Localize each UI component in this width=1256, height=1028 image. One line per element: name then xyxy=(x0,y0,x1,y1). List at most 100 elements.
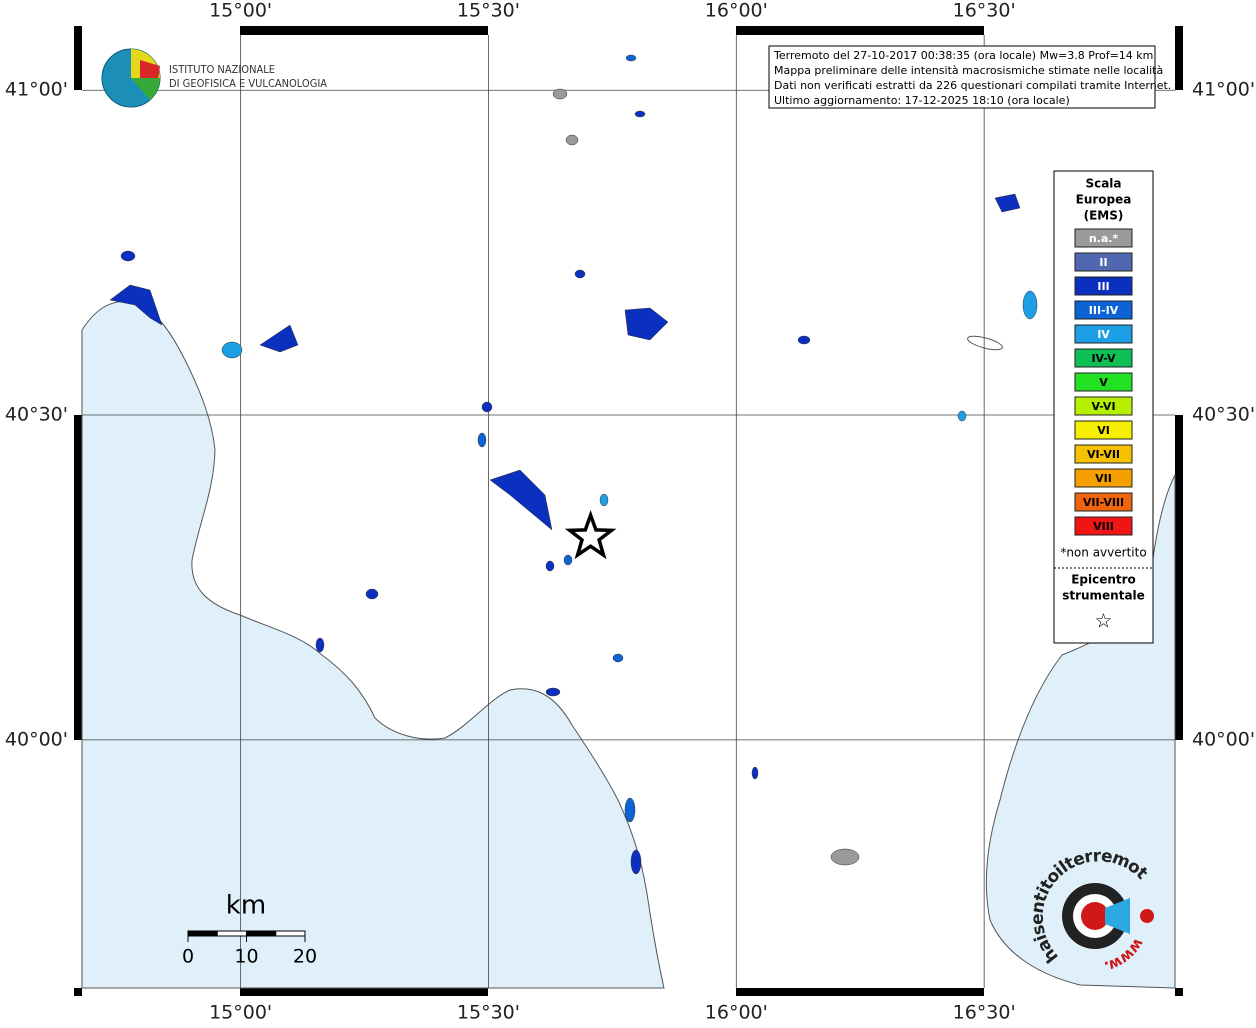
legend-epicenter-symbol: ☆ xyxy=(1095,609,1113,633)
y-tick-label: 40°30' xyxy=(5,404,68,426)
frame-seg xyxy=(74,90,82,415)
info-line: Terremoto del 27-10-2017 00:38:35 (ora l… xyxy=(773,49,1153,62)
locality xyxy=(797,335,811,345)
locality xyxy=(1022,290,1038,320)
locality xyxy=(625,54,637,62)
locality xyxy=(489,469,553,531)
locality xyxy=(221,341,243,359)
site-ring xyxy=(1081,902,1109,930)
locality xyxy=(365,588,379,600)
logo-segment xyxy=(140,60,160,80)
x-tick-label: 16°00' xyxy=(705,1002,768,1024)
locality xyxy=(545,687,561,697)
locality xyxy=(612,653,624,663)
locality xyxy=(574,269,586,279)
locality xyxy=(545,560,555,572)
frame-seg xyxy=(984,988,1175,996)
x-tick-label: 15°00' xyxy=(209,0,272,22)
legend-swatch xyxy=(1074,396,1133,416)
logo-segment xyxy=(131,78,161,100)
legend-label: VI xyxy=(1097,424,1110,437)
legend-label: n.a.* xyxy=(1089,232,1119,245)
locality xyxy=(477,432,487,448)
frame-seg xyxy=(488,26,736,35)
legend-swatch xyxy=(1074,228,1133,248)
locality xyxy=(957,410,967,422)
institute-name: DI GEOFISICA E VULCANOLOGIA xyxy=(169,77,327,90)
legend-epicenter-title: Epicentro xyxy=(1071,573,1136,587)
legend-epicenter-title: strumentale xyxy=(1062,589,1145,603)
scale-segment xyxy=(216,930,247,937)
y-tick-label: 40°00' xyxy=(5,728,68,750)
legend-swatch xyxy=(1074,468,1133,488)
locality xyxy=(624,307,669,341)
legend-swatch xyxy=(1074,372,1133,392)
legend-swatch xyxy=(1074,348,1133,368)
locality xyxy=(315,637,325,653)
locality xyxy=(994,193,1021,213)
epicenter xyxy=(564,510,617,560)
legend-title: Europea xyxy=(1076,193,1132,207)
legend-label: VIII xyxy=(1093,520,1114,533)
locality xyxy=(565,134,579,146)
y-tick-label: 40°30' xyxy=(1192,404,1255,426)
legend-label: VI-VII xyxy=(1087,448,1120,461)
legend-label: II xyxy=(1099,256,1107,269)
institute-name: ISTITUTO NAZIONALE xyxy=(169,63,275,76)
legend-label: VII xyxy=(1095,472,1112,485)
locality xyxy=(481,401,493,413)
frame-seg xyxy=(1175,90,1183,415)
legend-label: IV xyxy=(1097,328,1110,341)
info-line: Mappa preliminare delle intensità macros… xyxy=(774,64,1163,77)
localities xyxy=(109,54,1038,875)
scale-segment xyxy=(275,930,306,937)
y-tick-label: 40°00' xyxy=(1192,728,1255,750)
legend-label: IV-V xyxy=(1091,352,1116,365)
legend-swatch xyxy=(1074,300,1133,320)
legend-swatch xyxy=(1074,276,1133,296)
legend-swatch xyxy=(1074,420,1133,440)
x-tick-label: 15°30' xyxy=(457,1002,520,1024)
locality xyxy=(109,284,163,326)
legend-swatch xyxy=(1074,492,1133,512)
info-box xyxy=(768,45,1156,109)
legend-title: Scala xyxy=(1085,177,1121,191)
locality xyxy=(563,554,573,566)
locality xyxy=(624,797,636,823)
legend-swatch xyxy=(1074,516,1133,536)
locality xyxy=(259,324,299,353)
locality xyxy=(599,493,609,507)
frame-seg xyxy=(488,988,736,996)
y-tick-label: 41°00' xyxy=(5,79,68,101)
frame-segments xyxy=(74,26,1183,996)
info-line: Dati non verificati estratti da 226 ques… xyxy=(774,79,1171,92)
site-badge xyxy=(1140,909,1154,923)
x-tick-label: 16°30' xyxy=(953,0,1016,22)
legend-note: *non avvertito xyxy=(1060,546,1146,560)
lake xyxy=(967,335,1003,351)
scale-unit: km xyxy=(226,891,266,921)
x-tick-label: 15°30' xyxy=(457,0,520,22)
scale-label: 20 xyxy=(293,946,317,968)
x-tick-label: 16°30' xyxy=(953,1002,1016,1024)
frame-seg xyxy=(1175,740,1183,988)
legend-label: VII-VIII xyxy=(1083,496,1124,509)
frame-seg xyxy=(82,988,240,996)
x-tick-label: 16°00' xyxy=(705,0,768,22)
legend-swatch xyxy=(1074,252,1133,272)
y-tick-label: 41°00' xyxy=(1192,79,1255,101)
scale-label: 10 xyxy=(234,946,258,968)
legend-label: V-VI xyxy=(1091,400,1115,413)
tyrrhenian-sea xyxy=(81,300,665,989)
legend-label: III xyxy=(1097,280,1109,293)
locality xyxy=(751,766,759,780)
info-line: Ultimo aggiornamento: 17-12-2025 18:10 (… xyxy=(774,94,1070,107)
legend-label: III-IV xyxy=(1089,304,1119,317)
locality xyxy=(830,848,860,866)
locality xyxy=(120,250,136,262)
frame-seg xyxy=(984,26,1175,35)
locality xyxy=(552,88,568,100)
legend-label: V xyxy=(1099,376,1108,389)
